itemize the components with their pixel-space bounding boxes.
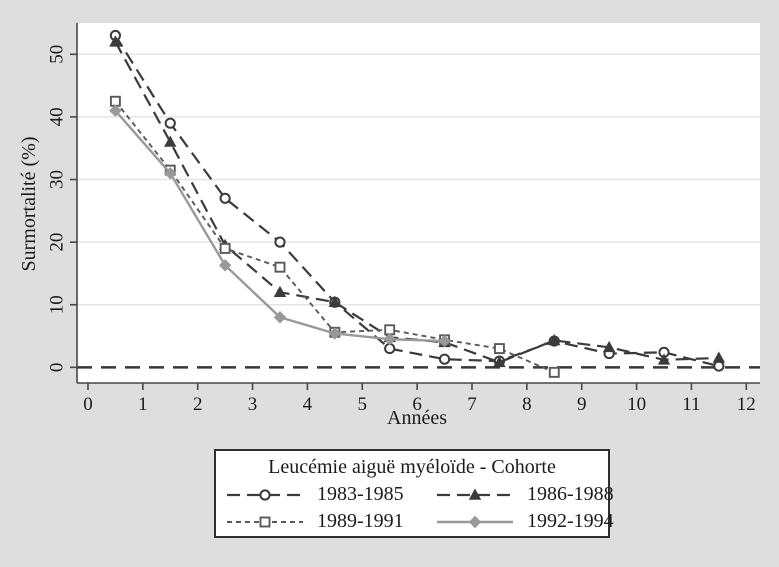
svg-text:10: 10 xyxy=(46,295,67,314)
svg-text:9: 9 xyxy=(577,394,587,415)
legend-label: 1992-1994 xyxy=(527,510,614,532)
svg-text:7: 7 xyxy=(467,394,477,415)
legend-title: Leucémie aiguë myéloïde - Cohorte xyxy=(268,456,556,478)
svg-text:50: 50 xyxy=(46,45,67,64)
svg-text:1: 1 xyxy=(138,394,148,415)
y-axis-label: Surmortalité (%) xyxy=(18,136,40,272)
legend-item-1986-1988: 1986-1988 xyxy=(420,481,614,508)
legend-label: 1989-1991 xyxy=(317,510,404,532)
legend-label: 1986-1988 xyxy=(527,483,614,505)
legend-grid: 1983-1985 1986-1988 1989-1991 1992-1994 xyxy=(216,480,614,535)
legend-item-1983-1985: 1983-1985 xyxy=(226,481,420,508)
legend-key-diamond-solid-icon xyxy=(437,515,513,528)
legend-key-triangle-longdash-icon xyxy=(437,488,513,500)
svg-text:2: 2 xyxy=(193,394,203,415)
x-axis-label: Années xyxy=(387,407,447,429)
legend-label: 1983-1985 xyxy=(317,483,404,505)
svg-text:40: 40 xyxy=(46,107,67,126)
svg-text:11: 11 xyxy=(682,394,700,415)
svg-text:8: 8 xyxy=(522,394,532,415)
svg-text:30: 30 xyxy=(46,170,67,189)
legend-key-square-shortdash-icon xyxy=(227,516,303,527)
svg-text:10: 10 xyxy=(627,394,646,415)
svg-text:6: 6 xyxy=(412,394,422,415)
legend: Leucémie aiguë myéloïde - Cohorte 1983-1… xyxy=(214,449,614,538)
legend-key-circle-longdash-icon xyxy=(227,488,303,501)
svg-text:4: 4 xyxy=(303,394,313,415)
legend-item-1992-1994: 1992-1994 xyxy=(420,508,614,535)
legend-item-1989-1991: 1989-1991 xyxy=(226,508,420,535)
svg-text:3: 3 xyxy=(248,394,258,415)
svg-text:0: 0 xyxy=(46,363,67,373)
svg-text:20: 20 xyxy=(46,233,67,252)
svg-text:12: 12 xyxy=(737,394,756,415)
svg-text:0: 0 xyxy=(83,394,93,415)
svg-text:5: 5 xyxy=(358,394,368,415)
